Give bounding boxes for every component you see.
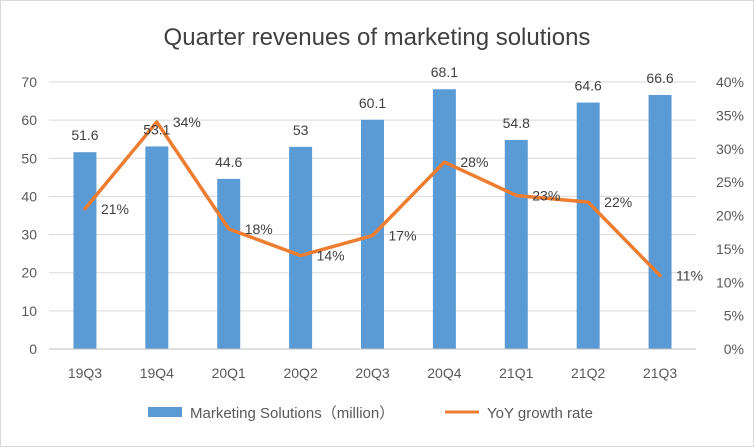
bar-20Q4	[432, 89, 456, 350]
x-axis: 19Q3 19Q4 20Q1 20Q2 20Q3 20Q4 21Q1 21Q2 21Q3	[49, 348, 696, 381]
bar-19Q3	[73, 152, 97, 349]
right-axis-tick-label: 5%	[724, 308, 744, 324]
right-axis-tick-label: 10%	[716, 274, 744, 290]
left-axis-tick-label: 60	[21, 112, 37, 128]
x-axis-tick-label: 19Q3	[68, 365, 102, 381]
bar-value-label: 68.1	[431, 64, 458, 80]
legend-label-bars: Marketing Solutions（million）	[190, 405, 394, 422]
growth-value-label: 28%	[460, 154, 488, 170]
bar-value-label: 44.6	[215, 154, 242, 170]
left-axis-tick-label: 10	[21, 303, 37, 319]
x-axis-tick-label: 20Q3	[355, 365, 389, 381]
bar-19Q4	[145, 146, 169, 349]
bar-value-label: 54.8	[503, 115, 530, 131]
legend: Marketing Solutions（million） YoY growth …	[148, 405, 593, 422]
growth-value-label: 14%	[317, 248, 345, 264]
left-axis-tick-label: 70	[21, 74, 37, 90]
bar-21Q2	[576, 102, 600, 350]
right-axis: 0% 5% 10% 15% 20% 25% 30% 35% 40%	[716, 74, 744, 357]
bar-value-label: 64.6	[575, 78, 602, 94]
bar-21Q1	[504, 139, 528, 349]
growth-value-label: 34%	[173, 114, 201, 130]
right-axis-tick-label: 30%	[716, 141, 744, 157]
bar-value-label: 53.1	[143, 121, 170, 137]
growth-value-label: 17%	[389, 228, 417, 244]
bar-value-label: 53	[293, 122, 309, 138]
x-axis-tick-label: 20Q1	[212, 365, 246, 381]
x-axis-tick-label: 19Q4	[140, 365, 174, 381]
data-labels: 51.6 53.1 44.6 53 60.1 68.1 54.8 64.6 66.6 21% 34%…	[71, 64, 703, 283]
right-axis-tick-label: 40%	[716, 74, 744, 90]
bar-20Q2	[289, 146, 313, 349]
x-axis-tick-label: 20Q4	[427, 365, 461, 381]
right-axis-tick-label: 25%	[716, 174, 744, 190]
bar-21Q3	[648, 94, 672, 350]
growth-value-label: 23%	[532, 187, 560, 203]
right-axis-tick-label: 20%	[716, 208, 744, 224]
chart-title: Quarter revenues of marketing solutions	[164, 24, 591, 51]
bar-value-label: 60.1	[359, 95, 386, 111]
growth-value-label: 11%	[676, 268, 703, 284]
bar-value-label: 66.6	[646, 70, 673, 86]
bar-value-label: 51.6	[71, 127, 98, 143]
bar-series	[73, 89, 672, 350]
x-axis-tick-label: 21Q2	[571, 365, 605, 381]
x-axis-tick-label: 21Q1	[499, 365, 533, 381]
growth-value-label: 22%	[604, 194, 632, 210]
growth-value-label: 18%	[245, 221, 273, 237]
right-axis-tick-label: 15%	[716, 241, 744, 257]
right-axis-tick-label: 35%	[716, 107, 744, 123]
left-axis-tick-label: 30	[21, 227, 37, 243]
legend-label-line: YoY growth rate	[487, 405, 593, 422]
left-axis-tick-label: 50	[21, 150, 37, 166]
legend-swatch-bars	[148, 407, 182, 417]
x-axis-tick-label: 21Q3	[643, 365, 677, 381]
left-axis: 0 10 20 30 40 50 60 70	[21, 74, 37, 357]
left-axis-tick-label: 40	[21, 188, 37, 204]
x-axis-tick-label: 20Q2	[283, 365, 317, 381]
line-series	[83, 120, 662, 278]
left-axis-tick-label: 20	[21, 265, 37, 281]
left-axis-tick-label: 0	[29, 341, 37, 357]
right-axis-tick-label: 0%	[724, 341, 744, 357]
growth-line	[83, 120, 662, 278]
bar-20Q1	[217, 178, 241, 349]
growth-value-label: 21%	[101, 201, 129, 217]
